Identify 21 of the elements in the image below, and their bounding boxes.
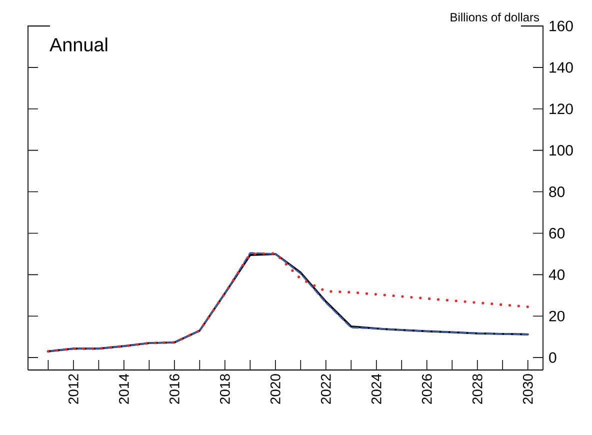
x-tick-label: 2018	[220, 374, 230, 404]
annotation: Annual	[50, 38, 108, 52]
x-tick-label: 2024	[371, 374, 382, 404]
y-tick-label: 60	[549, 228, 565, 239]
x-tick-label: 2016	[169, 374, 180, 404]
y-tick-label: 40	[548, 269, 565, 280]
y-axis-title: Billions of dollars	[450, 12, 540, 22]
y-tick-label: 100	[550, 145, 573, 156]
y-tick-label: 0	[549, 352, 556, 363]
y-tick-label: 120	[550, 104, 573, 114]
y-tick-label: 160	[550, 20, 573, 32]
x-tick-label: 2030	[522, 374, 533, 404]
y-tick-label: 140	[550, 62, 573, 73]
x-tick-label: 2022	[320, 374, 331, 404]
x-tick-label: 2028	[472, 374, 482, 404]
x-tick-label: 2020	[270, 374, 280, 404]
x-tick-label: 2014	[118, 374, 129, 404]
x-tick-label: 2026	[422, 374, 432, 404]
x-tick-label: 2012	[68, 374, 78, 404]
y-tick-label: 20	[549, 310, 565, 322]
y-tick-label: 80	[549, 186, 565, 198]
